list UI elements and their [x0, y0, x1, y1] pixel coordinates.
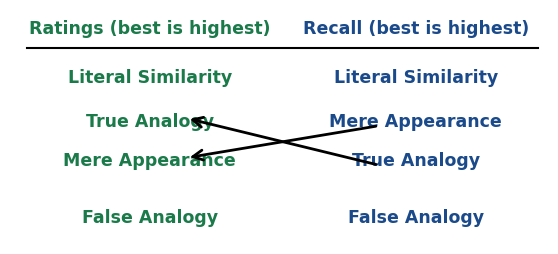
Text: Recall (best is highest): Recall (best is highest)	[302, 20, 529, 38]
Text: Mere Appearance: Mere Appearance	[64, 152, 236, 170]
Text: Mere Appearance: Mere Appearance	[329, 113, 502, 131]
Text: Literal Similarity: Literal Similarity	[68, 69, 232, 87]
Text: True Analogy: True Analogy	[86, 113, 214, 131]
Text: False Analogy: False Analogy	[81, 209, 218, 227]
Text: True Analogy: True Analogy	[352, 152, 480, 170]
Text: Literal Similarity: Literal Similarity	[334, 69, 498, 87]
Text: False Analogy: False Analogy	[348, 209, 484, 227]
Text: Ratings (best is highest): Ratings (best is highest)	[29, 20, 271, 38]
